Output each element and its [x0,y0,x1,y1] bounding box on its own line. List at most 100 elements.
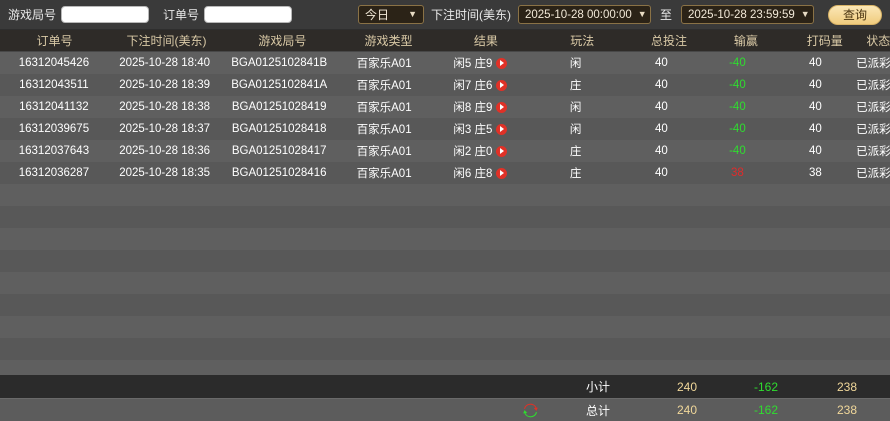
table-row[interactable]: 16312043511 2025-10-28 18:39 BGA0125102841… [0,74,890,96]
play-replay-icon[interactable] [496,123,508,135]
cell-order-no: 16312039675 [18,123,90,135]
cell-status: 已派彩 [856,102,890,114]
col-header-game-type[interactable]: 游戏类型 [364,34,413,48]
cell-game-type: 百家乐A01 [356,168,412,180]
date-from-value: 2025-10-28 00:00:00 [524,8,632,21]
cell-game-type: 百家乐A01 [356,102,412,114]
total-wash-amount: 238 [836,403,858,417]
col-header-status[interactable]: 状态 [866,34,890,48]
subtotal-wash-amount: 238 [836,379,858,394]
cell-wash-amount: 40 [808,145,822,157]
refresh-cell[interactable] [448,403,550,418]
col-header-bet-time[interactable]: 下注时间(美东) [126,34,207,48]
filter-toolbar: 游戏局号 订单号 今日 ▼ 下注时间(美东) 2025-10-28 00:00:… [0,0,890,30]
cell-bet-time: 2025-10-28 18:40 [119,57,211,69]
chevron-down-icon: ▼ [637,9,647,19]
date-to-select[interactable]: 2025-10-28 23:59:59 ▼ [681,5,814,24]
table-row[interactable]: 16312039675 2025-10-28 18:37 BGA0125102841… [0,118,890,140]
bet-history-table: 订单号 下注时间(美东) 游戏局号 游戏类型 结果 玩法 总投注 输赢 打码量 … [0,30,890,375]
cell-win-loss: -40 [729,57,746,69]
table-row-empty [0,360,890,375]
cell-play-type: 闲 [569,58,582,70]
table-row[interactable]: 16312037643 2025-10-28 18:36 BGA0125102841… [0,140,890,162]
cell-status: 已派彩 [856,80,890,92]
period-select[interactable]: 今日 ▼ [357,5,424,24]
chevron-down-icon: ▼ [800,9,810,19]
cell-result: 闲5 庄9 [431,55,529,71]
table-row-empty [0,206,890,228]
cell-total-bet: 40 [654,79,668,91]
col-header-result[interactable]: 结果 [473,34,498,48]
cell-play-type: 闲 [569,124,582,136]
cell-bet-time: 2025-10-28 18:37 [119,123,211,135]
game-round-label: 游戏局号 [8,8,57,22]
cell-play-type: 庄 [569,146,582,158]
cell-wash-amount: 38 [808,167,822,179]
cell-result: 闲6 庄8 [431,165,529,181]
order-no-input[interactable] [204,6,293,23]
game-round-input[interactable] [61,6,150,23]
cell-play-type: 庄 [569,80,582,92]
cell-total-bet: 40 [654,123,668,135]
cell-game-type: 百家乐A01 [356,80,412,92]
table-row-empty [0,338,890,360]
cell-result: 闲7 庄6 [431,77,529,93]
cell-order-no: 16312043511 [19,79,89,91]
col-header-order-no[interactable]: 订单号 [36,34,73,48]
cell-play-type: 闲 [569,102,582,114]
cell-win-loss: -40 [729,145,746,157]
cell-play-type: 庄 [569,168,582,180]
cell-total-bet: 40 [654,101,668,113]
result-text: 闲8 庄9 [453,102,493,114]
table-row[interactable]: 16312036287 2025-10-28 18:35 BGA0125102841… [0,162,890,184]
play-replay-icon[interactable] [496,57,508,69]
cell-order-no: 16312041132 [19,101,89,113]
cell-game-type: 百家乐A01 [356,146,412,158]
result-text: 闲5 庄9 [453,58,493,70]
subtotal-row: 小计 240 -162 238 [0,375,890,398]
cell-status: 已派彩 [856,124,890,136]
cell-wash-amount: 40 [808,123,822,135]
cell-win-loss: -40 [729,123,746,135]
col-header-play-type[interactable]: 玩法 [570,34,595,48]
cell-win-loss: -40 [729,101,746,113]
bet-time-label: 下注时间(美东) [430,8,511,22]
table-row-empty [0,250,890,272]
table-row-empty [0,184,890,206]
refresh-icon[interactable] [523,403,538,418]
play-replay-icon[interactable] [496,79,508,91]
date-to-value: 2025-10-28 23:59:59 [688,8,795,21]
cell-bet-time: 2025-10-28 18:35 [119,167,211,179]
query-button[interactable]: 查询 [828,4,882,25]
date-from-select[interactable]: 2025-10-28 00:00:00 ▼ [517,5,651,24]
col-header-win-loss[interactable]: 输赢 [733,34,758,48]
col-header-wash-amount[interactable]: 打码量 [806,34,843,48]
col-header-game-round[interactable]: 游戏局号 [258,34,307,48]
play-replay-icon[interactable] [496,145,508,157]
cell-win-loss: -40 [729,79,746,91]
cell-game-type: 百家乐A01 [356,124,412,136]
col-header-total-bet[interactable]: 总投注 [650,34,687,48]
cell-wash-amount: 40 [808,57,822,69]
table-row[interactable]: 16312045426 2025-10-28 18:40 BGA0125102841… [0,52,890,74]
cell-win-loss: 38 [731,167,744,179]
cell-game-round: BGA01251028418 [231,123,327,135]
play-replay-icon[interactable] [496,101,508,113]
table-row-empty [0,272,890,294]
table-row-empty [0,228,890,250]
result-text: 闲6 庄8 [453,168,493,180]
table-body: 16312045426 2025-10-28 18:40 BGA0125102841… [0,52,890,375]
total-total-bet: 240 [676,403,698,417]
cell-game-round: BGA0125102841B [231,57,328,69]
cell-total-bet: 40 [654,145,668,157]
table-row[interactable]: 16312041132 2025-10-28 18:38 BGA0125102841… [0,96,890,118]
cell-bet-time: 2025-10-28 18:39 [119,79,211,91]
chevron-down-icon: ▼ [408,9,417,19]
cell-wash-amount: 40 [808,79,822,91]
subtotal-total-bet: 240 [676,379,698,394]
play-replay-icon[interactable] [496,167,508,179]
order-no-label: 订单号 [163,8,200,22]
cell-game-round: BGA01251028419 [231,101,327,113]
result-text: 闲7 庄6 [453,80,493,92]
cell-bet-time: 2025-10-28 18:38 [119,101,211,113]
